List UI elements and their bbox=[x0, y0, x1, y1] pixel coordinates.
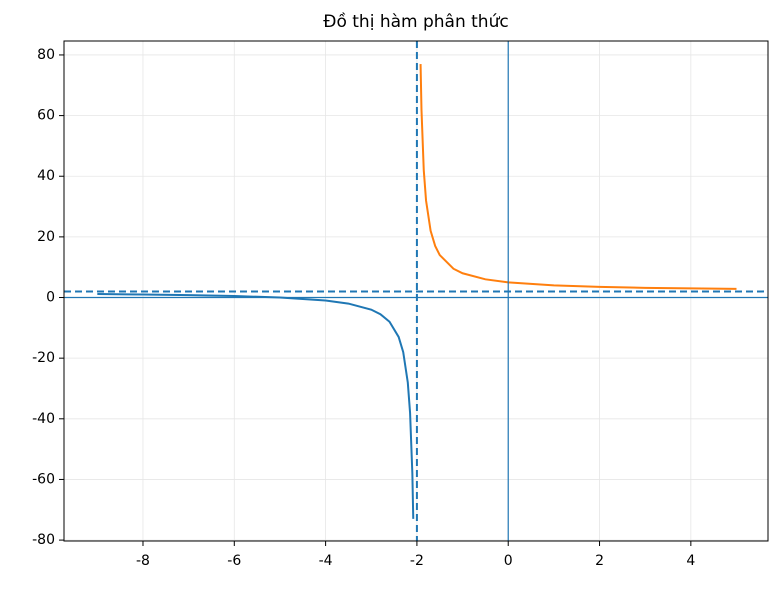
y-tick-label: -20 bbox=[32, 350, 55, 366]
x-tick-label: -6 bbox=[227, 553, 241, 569]
line-series bbox=[97, 293, 415, 519]
x-tick-label: 2 bbox=[595, 553, 604, 569]
y-tick-label: -40 bbox=[32, 411, 55, 427]
x-tick-label: 0 bbox=[504, 553, 513, 569]
y-tick-label: 20 bbox=[37, 229, 55, 245]
x-tick-label: -2 bbox=[410, 553, 424, 569]
x-tick-label: -4 bbox=[319, 553, 333, 569]
x-tick-label: -8 bbox=[136, 553, 150, 569]
x-tick-label: 4 bbox=[686, 553, 695, 569]
line-series bbox=[419, 64, 737, 290]
chart-title: Đồ thị hàm phân thức bbox=[323, 11, 508, 32]
y-tick-label: 60 bbox=[37, 108, 55, 124]
plot-frame bbox=[63, 40, 769, 542]
y-tick-label: 80 bbox=[37, 47, 55, 63]
y-tick-label: -80 bbox=[32, 532, 55, 548]
y-tick-label: 0 bbox=[46, 290, 55, 306]
y-tick-label: -60 bbox=[32, 471, 55, 487]
y-tick-label: 40 bbox=[37, 168, 55, 184]
